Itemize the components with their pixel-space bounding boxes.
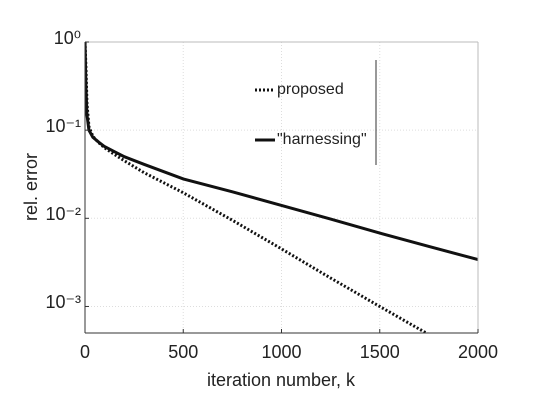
x-tick-label: 1000 — [261, 342, 301, 362]
y-tick-label: 10⁻³ — [45, 292, 81, 312]
x-tick-label: 1500 — [360, 342, 400, 362]
x-tick-label: 2000 — [458, 342, 498, 362]
x-tick-label: 500 — [168, 342, 198, 362]
legend-label: proposed — [277, 81, 344, 98]
line-series — [85, 42, 478, 262]
x-axis-label: iteration number, k — [207, 370, 356, 390]
y-axis-label: rel. error — [21, 153, 41, 221]
legend-label: "harnessing" — [277, 131, 367, 148]
x-tick-label: 0 — [80, 342, 90, 362]
y-tick-label: 10⁻¹ — [45, 116, 81, 136]
y-tick-label: 10⁻² — [45, 204, 81, 224]
y-tick-label: 10⁰ — [54, 28, 81, 48]
